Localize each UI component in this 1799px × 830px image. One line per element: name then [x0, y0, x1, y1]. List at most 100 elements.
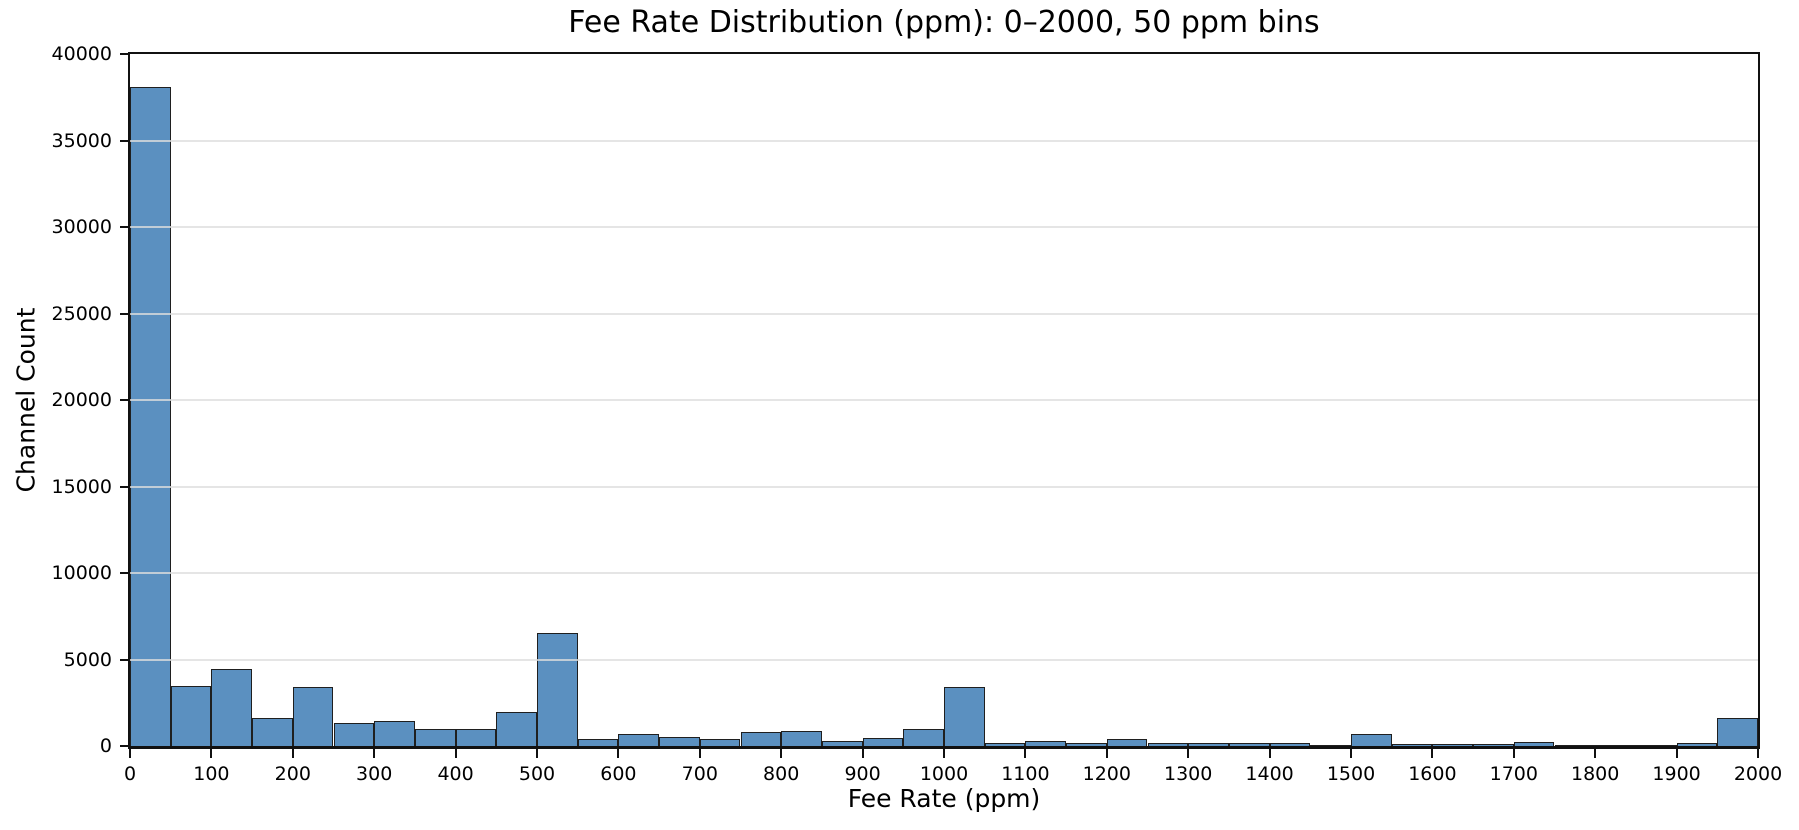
y-tick — [120, 312, 128, 315]
y-tick — [120, 572, 128, 574]
x-tick — [1757, 749, 1759, 758]
x-tick-label: 1000 — [919, 763, 969, 785]
histogram-bar — [1025, 741, 1067, 746]
x-tick-label: 700 — [681, 763, 718, 785]
histogram-bar — [292, 686, 334, 746]
histogram-bar — [1351, 734, 1392, 746]
gridline — [130, 485, 1758, 488]
histogram-bar — [1554, 744, 1596, 746]
x-tick-label: 2000 — [1733, 763, 1783, 785]
x-tick-label: 1100 — [1001, 763, 1050, 785]
gridline — [130, 658, 1758, 661]
histogram-bar — [252, 717, 293, 746]
plot-area: 0 5000 10000 15000 20000 25000 30000 35000 40000… — [52, 43, 1783, 785]
x-tick-label: 300 — [356, 763, 393, 785]
histogram-bar — [659, 737, 700, 746]
x-tick-label: 1600 — [1408, 763, 1457, 785]
histogram-bar — [781, 731, 822, 746]
x-tick — [1431, 749, 1434, 758]
y-tick-label: 30000 — [51, 216, 112, 238]
histogram-bar — [455, 729, 497, 746]
y-tick-label: 10000 — [51, 562, 112, 584]
histogram-bar — [862, 738, 904, 746]
x-tick-label: 400 — [437, 763, 474, 785]
histogram-bar — [1432, 743, 1474, 746]
histogram-bar — [537, 632, 578, 746]
histogram-bar — [496, 711, 537, 746]
x-tick-label: 1400 — [1245, 763, 1294, 785]
x-tick-label: 1500 — [1326, 763, 1376, 785]
x-tick — [1350, 749, 1352, 758]
histogram-bar — [1513, 742, 1555, 746]
histogram-bar — [414, 729, 456, 746]
gridline — [130, 312, 1758, 315]
histogram-bar — [1147, 742, 1189, 746]
x-tick-label: 1200 — [1082, 763, 1131, 785]
histogram-bar — [333, 723, 375, 746]
x-tick-label: 1800 — [1571, 763, 1620, 785]
x-tick-label: 1700 — [1489, 763, 1538, 785]
histogram-bar — [1676, 743, 1718, 746]
y-tick — [120, 399, 128, 401]
x-tick — [1024, 749, 1027, 758]
x-tick-label: 200 — [274, 763, 311, 785]
x-tick-label: 1900 — [1652, 763, 1701, 785]
x-tick — [780, 749, 783, 758]
x-tick — [291, 749, 294, 758]
x-tick — [698, 749, 701, 758]
x-tick-label: 800 — [763, 763, 800, 785]
histogram-bar — [1269, 743, 1311, 746]
gridline — [130, 399, 1758, 401]
histogram-bar — [903, 729, 944, 746]
y-tick — [120, 485, 128, 488]
histogram-bar — [944, 687, 985, 746]
histogram-bar — [740, 732, 782, 746]
y-tick — [120, 658, 128, 661]
y-tick — [120, 226, 128, 228]
y-tick — [120, 53, 128, 55]
chart-title: Fee Rate Distribution (ppm): 0–2000, 50 … — [568, 5, 1320, 40]
histogram-bar — [374, 721, 415, 746]
histogram-bar — [1635, 745, 1677, 746]
histogram-bar — [1391, 744, 1433, 746]
x-tick — [454, 749, 457, 758]
x-tick — [1512, 749, 1515, 758]
histogram-bar — [1717, 717, 1758, 746]
y-tick — [120, 139, 128, 142]
x-tick — [617, 749, 620, 758]
x-tick — [1594, 749, 1597, 758]
y-tick-label: 15000 — [51, 475, 112, 498]
y-tick-label: 20000 — [51, 389, 112, 411]
histogram-bar — [577, 738, 619, 746]
x-tick — [861, 749, 864, 758]
gridline — [130, 139, 1758, 142]
histogram-bar — [1066, 743, 1107, 746]
histogram-bar — [1310, 744, 1351, 746]
x-tick — [1187, 749, 1190, 758]
histogram-bar — [821, 741, 863, 746]
x-tick — [373, 749, 376, 758]
histogram-bar — [618, 734, 660, 746]
x-tick-label: 0 — [123, 763, 137, 785]
x-tick — [210, 749, 213, 758]
gridline — [130, 572, 1758, 574]
histogram-bar — [211, 668, 253, 746]
x-tick — [129, 749, 131, 758]
y-tick-label: 25000 — [51, 302, 112, 325]
y-tick-label: 5000 — [63, 648, 112, 671]
x-tick-label: 900 — [844, 763, 881, 785]
x-axis-label: Fee Rate (ppm) — [847, 784, 1041, 813]
histogram-bar — [1595, 745, 1636, 746]
histogram-bar — [984, 742, 1026, 746]
y-tick — [120, 745, 128, 747]
x-tick-label: 600 — [600, 763, 637, 785]
x-tick — [536, 749, 538, 758]
x-tick-label: 500 — [518, 763, 556, 785]
histogram-bar — [1106, 739, 1148, 746]
histogram-bar — [1228, 742, 1270, 746]
y-tick-label: 35000 — [51, 129, 112, 152]
x-tick-label: 100 — [193, 763, 230, 785]
histogram-bar — [170, 686, 212, 746]
gridline — [130, 226, 1758, 228]
